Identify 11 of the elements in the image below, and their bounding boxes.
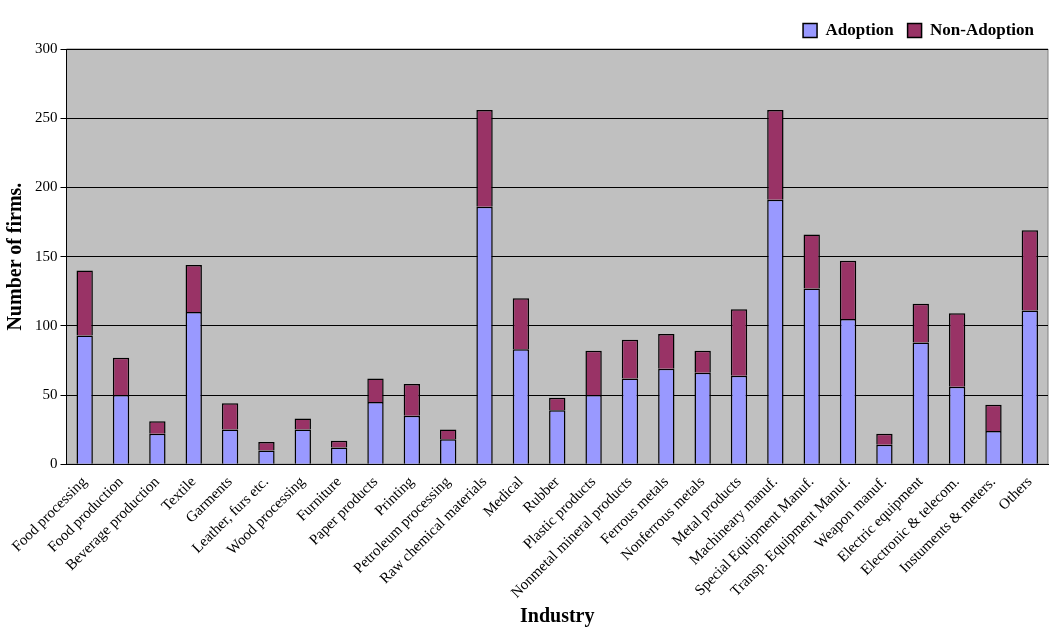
x-axis-title: Industry: [520, 604, 595, 628]
y-tick-label: 50: [42, 385, 58, 402]
legend-label: Non-Adoption: [930, 19, 1035, 39]
y-tick-label: 0: [50, 455, 58, 472]
y-tick-label: 150: [35, 247, 58, 264]
y-tick-label: 200: [35, 178, 58, 195]
y-tick-label: 100: [35, 316, 58, 333]
y-tick-label: 250: [35, 109, 58, 126]
y-axis-title: Number of firms.: [3, 182, 26, 331]
y-tick-label: 300: [35, 39, 58, 56]
legend-label: Adoption: [825, 19, 895, 39]
